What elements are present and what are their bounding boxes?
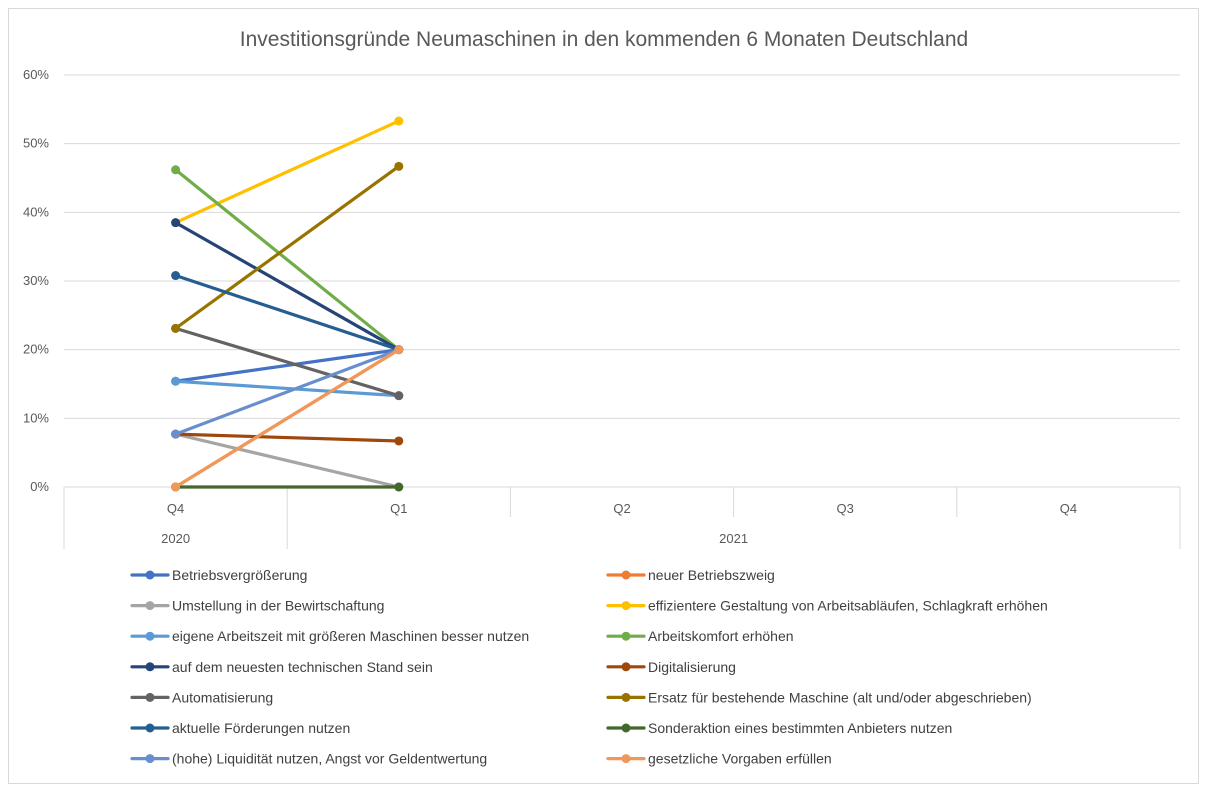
series-line <box>174 432 401 489</box>
legend-label: Arbeitskomfort erhöhen <box>648 628 794 644</box>
legend-item: Ersatz für bestehende Maschine (alt und/… <box>606 689 1032 705</box>
data-point <box>171 218 181 228</box>
legend-item: gesetzliche Vorgaben erfüllen <box>606 751 832 767</box>
legend-item: Umstellung in der Bewirtschaftung <box>130 598 384 614</box>
legend-label: Ersatz für bestehende Maschine (alt und/… <box>648 689 1032 705</box>
legend-swatch-marker <box>621 631 631 641</box>
x-year-label: 2021 <box>719 531 748 546</box>
y-tick-label: 0% <box>30 479 49 494</box>
y-tick-label: 60% <box>23 67 49 82</box>
legend-label: Umstellung in der Bewirtschaftung <box>172 598 384 614</box>
data-point <box>394 116 404 126</box>
data-point <box>171 376 181 386</box>
data-point <box>171 429 181 439</box>
series-line <box>174 379 401 398</box>
y-tick-label: 30% <box>23 273 49 288</box>
data-point <box>171 165 181 175</box>
series <box>171 165 404 355</box>
legend: Betriebsvergrößerung neuer Betriebszweig U… <box>130 567 1048 767</box>
y-tick-label: 10% <box>23 410 49 425</box>
legend-item: (hohe) Liquidität nutzen, Angst vor Geld… <box>130 751 487 767</box>
axes: 0% 10% 20% 30% 40% 50% 60% Q4 Q1 Q2 Q3 Q4 2020 2021 <box>23 67 1181 549</box>
data-point <box>394 482 404 492</box>
legend-item: eigene Arbeitszeit mit größeren Maschine… <box>130 628 529 644</box>
series-lines <box>171 116 404 492</box>
y-tick-label: 20% <box>23 342 49 357</box>
series <box>171 271 404 355</box>
legend-swatch-marker <box>621 662 631 672</box>
x-tick-label: Q2 <box>613 501 630 516</box>
legend-label: effizientere Gestaltung von Arbeitsabläu… <box>648 598 1048 614</box>
legend-swatch-marker <box>145 570 155 580</box>
series <box>171 345 404 386</box>
legend-swatch-marker <box>145 631 155 641</box>
data-point <box>394 436 404 446</box>
legend-label: (hohe) Liquidität nutzen, Angst vor Geld… <box>172 751 487 767</box>
series <box>171 161 404 333</box>
series <box>171 345 404 439</box>
series-line <box>174 348 401 489</box>
series-line <box>174 326 401 398</box>
chart-title: Investitionsgründe Neumaschinen in den k… <box>240 28 968 51</box>
series-line <box>174 119 401 225</box>
x-tick-label: Q4 <box>1060 501 1077 516</box>
y-tick-label: 40% <box>23 204 49 219</box>
legend-item: neuer Betriebszweig <box>606 567 775 583</box>
x-tick-label: Q4 <box>167 501 184 516</box>
series <box>171 429 404 446</box>
legend-swatch-marker <box>145 723 155 733</box>
legend-swatch-marker <box>145 692 155 702</box>
x-tick-label: Q1 <box>390 501 407 516</box>
legend-swatch-marker <box>621 723 631 733</box>
legend-label: eigene Arbeitszeit mit größeren Maschine… <box>172 628 529 644</box>
x-tick-label: Q3 <box>837 501 854 516</box>
series-line <box>174 348 401 436</box>
legend-swatch-marker <box>145 754 155 764</box>
legend-item: aktuelle Förderungen nutzen <box>130 720 350 736</box>
gridlines <box>64 74 1180 488</box>
legend-label: auf dem neuesten technischen Stand sein <box>172 659 433 675</box>
series-line <box>174 273 401 352</box>
legend-label: aktuelle Förderungen nutzen <box>172 720 350 736</box>
data-point <box>171 482 181 492</box>
legend-swatch-marker <box>145 662 155 672</box>
legend-label: Betriebsvergrößerung <box>172 567 307 583</box>
chart-frame <box>8 8 1199 784</box>
legend-swatch-marker <box>621 692 631 702</box>
legend-item: effizientere Gestaltung von Arbeitsabläu… <box>606 598 1048 614</box>
series <box>171 116 404 228</box>
legend-item: Automatisierung <box>130 689 273 705</box>
legend-item: Betriebsvergrößerung <box>130 567 307 583</box>
legend-item: Sonderaktion eines bestimmten Anbieters … <box>606 720 952 736</box>
legend-swatch-marker <box>145 601 155 611</box>
series-line <box>174 348 401 383</box>
legend-swatch-marker <box>621 754 631 764</box>
legend-label: Automatisierung <box>172 689 273 705</box>
legend-swatch-marker <box>621 601 631 611</box>
data-point <box>171 323 181 333</box>
legend-item: Digitalisierung <box>606 659 736 675</box>
data-point <box>394 161 404 171</box>
data-point <box>394 345 404 355</box>
series-line <box>174 168 401 352</box>
legend-item: auf dem neuesten technischen Stand sein <box>130 659 433 675</box>
legend-label: Sonderaktion eines bestimmten Anbieters … <box>648 720 952 736</box>
x-year-label: 2020 <box>161 531 190 546</box>
legend-swatch-marker <box>621 570 631 580</box>
series <box>171 376 404 401</box>
data-point <box>394 391 404 401</box>
series <box>171 345 404 492</box>
series-line <box>174 164 401 330</box>
legend-label: Digitalisierung <box>648 659 736 675</box>
legend-label: neuer Betriebszweig <box>648 567 775 583</box>
series-line <box>174 221 401 352</box>
legend-label: gesetzliche Vorgaben erfüllen <box>648 751 832 767</box>
series-line <box>174 432 401 443</box>
data-point <box>171 271 181 281</box>
legend-item: Arbeitskomfort erhöhen <box>606 628 794 644</box>
y-tick-label: 50% <box>23 136 49 151</box>
